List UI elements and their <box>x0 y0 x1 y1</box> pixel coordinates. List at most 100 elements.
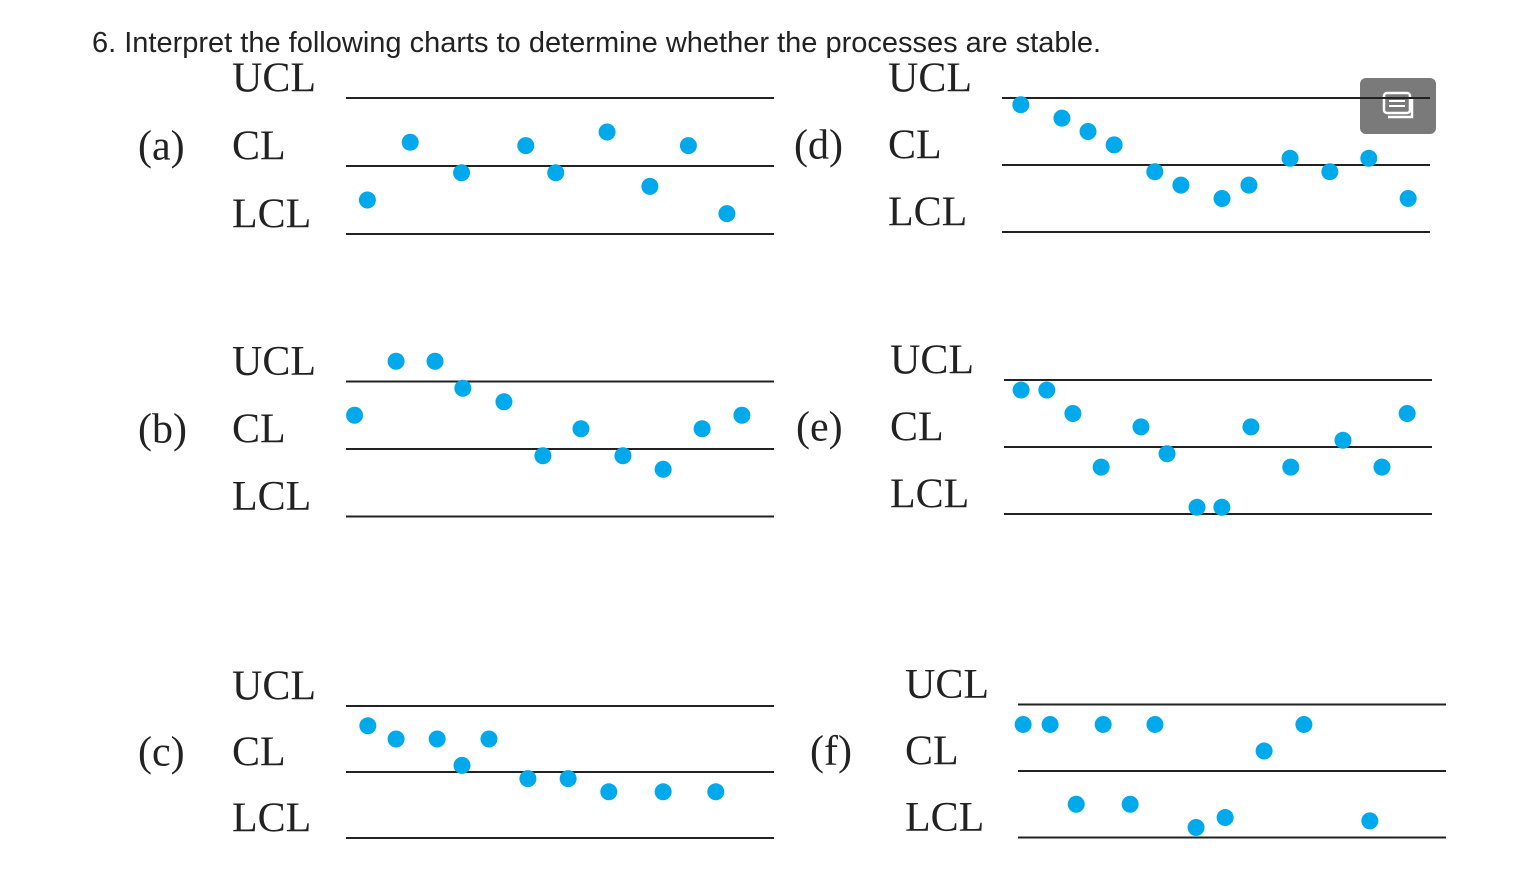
sample-point <box>1334 431 1352 449</box>
sample-point <box>453 164 471 182</box>
sample-point <box>1146 163 1164 181</box>
sample-point <box>547 164 565 182</box>
sample-point <box>1158 445 1176 463</box>
limit-label: LCL <box>890 472 969 518</box>
sample-point <box>426 352 444 370</box>
sample-point <box>1014 715 1032 733</box>
sample-point <box>1242 418 1260 436</box>
sample-point <box>428 730 446 748</box>
sample-point <box>1105 136 1123 154</box>
sample-point <box>1321 163 1339 181</box>
sample-point <box>1172 176 1190 194</box>
sample-point <box>1360 149 1378 167</box>
limit-label: UCL <box>232 56 316 102</box>
sample-point <box>358 191 376 209</box>
limit-label: CL <box>890 405 944 451</box>
sample-point <box>598 123 616 141</box>
limit-label: CL <box>232 730 286 776</box>
sample-point <box>519 770 537 788</box>
sample-point <box>693 420 711 438</box>
sample-point <box>1038 381 1056 399</box>
sample-point <box>654 783 672 801</box>
sample-point <box>1240 176 1258 194</box>
sample-point <box>733 406 751 424</box>
sample-point <box>707 783 725 801</box>
sample-point <box>1295 715 1313 733</box>
limit-label: UCL <box>232 664 316 710</box>
question-title: 6. Interpret the following charts to det… <box>92 27 1101 59</box>
control-chart: (a) UCL CL LCL <box>138 56 774 238</box>
panel-label: (e) <box>796 405 843 451</box>
sample-point <box>534 447 552 465</box>
sample-point <box>517 137 535 155</box>
sample-point <box>1053 109 1071 127</box>
panel-label: (a) <box>138 124 185 170</box>
sample-point <box>1064 405 1082 422</box>
sample-point <box>387 352 405 370</box>
control-chart: (b) UCL CL LCL <box>138 339 774 520</box>
sample-point <box>679 137 697 155</box>
copy-button[interactable] <box>1360 78 1436 134</box>
limit-label: UCL <box>888 56 972 102</box>
sample-point <box>614 447 632 465</box>
panel-label: (f) <box>810 729 852 775</box>
sample-point <box>480 730 498 748</box>
limit-label: LCL <box>232 796 311 842</box>
limit-label: UCL <box>232 339 316 385</box>
panel-label: (d) <box>794 123 843 169</box>
sample-point <box>1213 190 1231 207</box>
sample-point <box>1282 458 1300 476</box>
control-chart: (d) UCL CL LCL <box>794 56 1430 236</box>
limit-label: CL <box>232 124 286 170</box>
sample-point <box>572 420 590 438</box>
sample-point <box>600 783 618 801</box>
limit-label: LCL <box>232 192 311 238</box>
limit-label: LCL <box>905 795 984 841</box>
sample-point <box>495 393 513 411</box>
sample-point <box>718 205 736 223</box>
sample-point <box>1216 809 1234 827</box>
sample-point <box>1281 149 1299 167</box>
limit-label: LCL <box>888 190 967 236</box>
sample-point <box>1132 418 1150 436</box>
sample-point <box>1398 405 1416 422</box>
sample-point <box>1361 812 1379 830</box>
limit-label: LCL <box>232 474 311 520</box>
sample-point <box>387 730 405 748</box>
limit-label: UCL <box>890 338 974 384</box>
panel-label: (c) <box>138 730 185 776</box>
sample-point <box>1146 715 1164 733</box>
sample-point <box>453 756 471 774</box>
control-chart: (c) UCL CL LCL <box>138 664 774 842</box>
sample-point <box>641 177 659 195</box>
limit-label: UCL <box>905 662 989 708</box>
control-chart: (f) UCL CL LCL <box>810 662 1446 841</box>
sample-point <box>1079 123 1097 140</box>
sample-point <box>454 379 472 397</box>
sample-point <box>1188 498 1206 516</box>
sample-point <box>1067 795 1085 813</box>
sample-point <box>401 133 419 151</box>
sample-point <box>1373 458 1391 476</box>
sample-point <box>559 770 577 788</box>
limit-label: CL <box>905 729 959 775</box>
limit-label: CL <box>232 407 286 453</box>
sample-point <box>1041 715 1059 733</box>
sample-point <box>1092 458 1110 476</box>
limit-label: CL <box>888 123 942 169</box>
sample-point <box>1012 96 1030 114</box>
sample-point <box>1012 381 1030 399</box>
sample-point <box>1187 819 1205 837</box>
sample-point <box>359 717 377 735</box>
sample-point <box>1094 715 1112 733</box>
sample-point <box>654 460 672 478</box>
sample-point <box>1121 795 1139 813</box>
sample-point <box>346 406 364 424</box>
sample-point <box>1213 498 1231 516</box>
sample-point <box>1399 190 1417 207</box>
sample-point <box>1255 742 1273 760</box>
panel-label: (b) <box>138 407 187 453</box>
control-chart: (e) UCL CL LCL <box>796 338 1432 518</box>
